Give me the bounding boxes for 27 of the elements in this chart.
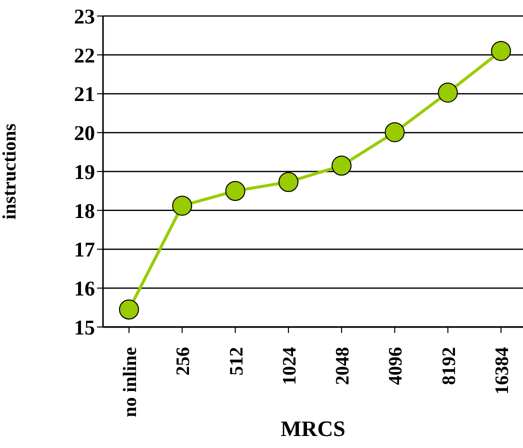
x-tick-label: 16384: [492, 346, 513, 394]
x-tick-label: 256: [173, 347, 194, 376]
y-axis-title: instructions: [0, 123, 21, 220]
y-tick-label: 22: [74, 43, 95, 68]
x-tick-label: 4096: [386, 347, 407, 385]
x-tick-label: 1024: [279, 346, 300, 385]
point: [384, 122, 405, 142]
point: [172, 196, 192, 216]
x-tick-label: no inline: [120, 347, 141, 418]
y-tick-label: 23: [74, 4, 95, 28]
point: [225, 180, 246, 201]
y-tick-label: 19: [74, 160, 95, 184]
y-tick-label: 18: [74, 198, 95, 223]
y-tick-label: 17: [74, 238, 95, 262]
y-tick-label: 16: [74, 276, 95, 301]
x-tick-label: 2048: [332, 347, 354, 385]
point: [119, 300, 139, 320]
x-tick-label: 512: [226, 347, 248, 376]
point: [491, 40, 511, 61]
y-tick-label: 20: [74, 121, 95, 146]
point: [332, 156, 352, 176]
x-axis-title: MRCS: [280, 416, 346, 441]
point: [278, 172, 298, 192]
point: [438, 82, 458, 103]
y-tick-label: 21: [74, 82, 95, 106]
y-tick-label: 15: [74, 315, 95, 340]
x-tick-label: 8192: [438, 347, 460, 385]
